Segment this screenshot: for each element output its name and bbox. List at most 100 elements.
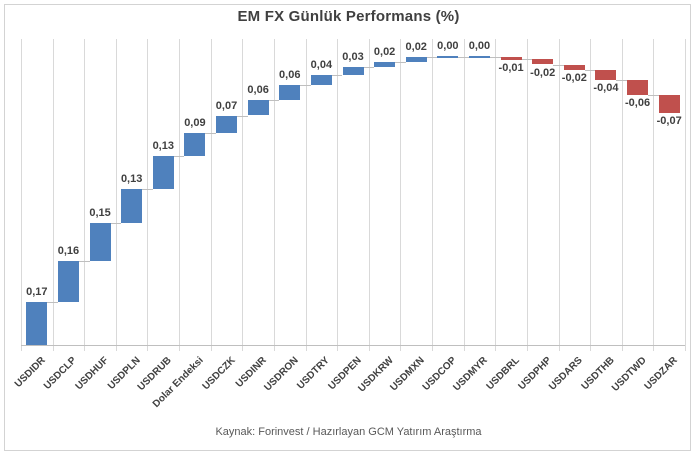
bar-usdmyr [468,55,490,58]
gridline [621,39,623,345]
value-label-usdars: -0,02 [561,71,587,84]
connector-line [363,67,375,69]
axis-tick [526,345,528,351]
bar-usdtry [310,74,332,85]
gridline [84,39,86,345]
axis-tick [179,345,181,351]
gridline [242,39,244,345]
connector-line [489,56,501,58]
bar-usdtwd [627,79,649,96]
chart-frame [4,4,691,451]
gridline [115,39,117,345]
bar-usdidr [26,301,48,345]
axis-tick [590,345,592,351]
bar-usdpen [342,67,364,75]
bar-usdars [563,64,585,70]
connector-line [584,69,596,71]
bar-usdzar [658,95,680,113]
value-label-usdidr: 0,17 [26,285,48,298]
axis-tick [495,345,497,351]
value-label-usdtry: 0,04 [310,58,333,71]
connector-line [78,260,90,262]
gridline [432,39,434,345]
gridline [653,39,655,345]
axis-tick [242,345,244,351]
value-label-usdclp: 0,16 [57,244,80,257]
connector-line [458,56,469,58]
bar-usdkrw [374,61,396,68]
connector-line [268,100,280,102]
gridline [495,39,497,345]
connector-line [426,56,438,58]
gridline [210,39,212,345]
bar-usdrub [152,156,174,190]
value-label-usdzar: -0,07 [656,114,682,127]
x-axis-line [21,345,685,346]
value-label-dolar-endeksi: 0,09 [184,117,206,130]
bar-usdczk [216,115,238,134]
gridline [52,39,54,345]
bar-usdhuf [89,222,111,261]
axis-tick [147,345,149,351]
chart-title: EM FX Günlük Performans (%) [237,8,460,25]
value-label-usdron: 0,06 [279,68,301,81]
gridline [21,39,22,345]
value-label-usdhuf: 0,15 [89,206,111,219]
bar-usdcop [437,55,459,58]
value-label-usdkrw: 0,02 [373,45,396,58]
value-label-usdpen: 0,03 [342,51,364,64]
axis-tick [273,345,275,351]
connector-line [173,156,185,158]
gridline [463,39,465,345]
axis-tick [305,345,307,351]
bar-usdphp [532,59,554,65]
axis-tick [653,345,655,351]
value-label-usdmyr: 0,00 [468,39,491,52]
value-label-usdthb: -0,04 [593,81,619,94]
axis-tick [368,345,370,351]
axis-tick [463,345,465,351]
bar-usdclp [57,260,79,302]
value-label-usdtwd: -0,06 [625,97,651,110]
gridline [305,39,307,345]
connector-line [300,84,311,86]
axis-tick [52,345,54,351]
gridline [147,39,149,345]
gridline [368,39,370,345]
connector-line [47,301,58,303]
connector-line [110,222,122,224]
bar-usdpln [121,189,143,223]
connector-line [331,74,343,76]
axis-tick [621,345,623,351]
axis-tick [21,345,22,351]
bar-dolar-endeksi [184,133,206,157]
axis-tick [210,345,212,351]
value-label-usdinr: 0,06 [247,84,269,97]
value-label-usdmxn: 0,02 [405,40,427,53]
connector-line [205,133,216,135]
value-label-usdbrl: -0,01 [498,61,524,74]
gridline [685,39,686,345]
connector-line [616,79,628,81]
axis-tick [337,345,339,351]
value-label-usdczk: 0,07 [215,99,238,112]
value-label-usdphp: -0,02 [530,66,556,79]
value-label-usdpln: 0,13 [120,173,143,186]
bar-usdinr [247,100,269,116]
bar-usdthb [595,69,617,80]
connector-line [553,64,564,66]
bar-usdmxn [405,56,427,62]
connector-line [521,59,533,61]
value-label-usdrub: 0,13 [152,140,174,153]
connector-line [237,115,248,117]
gridline [273,39,275,345]
gridline [400,39,402,345]
source-note: Kaynak: Forinvest / Hazırlayan GCM Yatır… [215,426,482,438]
axis-tick [115,345,117,351]
axis-tick [685,345,686,351]
axis-tick [400,345,402,351]
value-label-usdcop: 0,00 [437,39,459,52]
bar-usdbrl [500,56,522,60]
connector-line [395,61,406,63]
